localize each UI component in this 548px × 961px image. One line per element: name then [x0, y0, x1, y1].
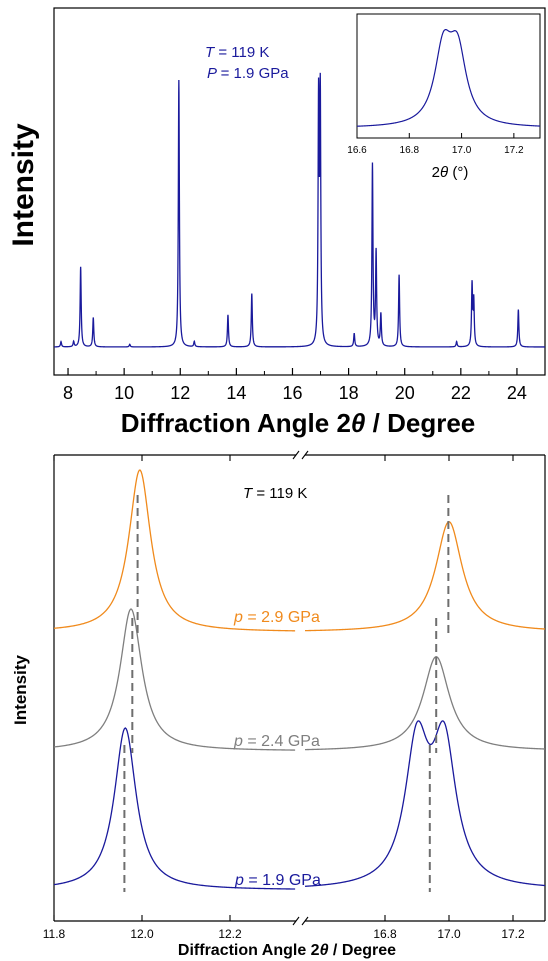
series-line-right [304, 656, 546, 751]
bottom-x-tick-label: 17.2 [501, 927, 525, 941]
inset-chart: 16.6 16.8 17.0 17.2 2θ (°) [347, 13, 541, 181]
top-temperature-annotation: T = 119 K [205, 44, 269, 61]
bottom-y-axis-label: Intensity [11, 655, 30, 725]
inset-x-tick-label: 16.6 [347, 145, 367, 156]
axis-break-mark [292, 916, 300, 926]
series-line-right [304, 720, 546, 887]
bottom-x-tick-label: 12.2 [218, 927, 242, 941]
top-x-tick-label: 20 [395, 383, 415, 403]
top-x-tick-label: 14 [226, 383, 246, 403]
top-x-tick-label: 12 [170, 383, 190, 403]
top-series-line [54, 72, 545, 348]
axis-break-mark [301, 450, 309, 460]
inset-x-tick-label: 17.2 [504, 145, 524, 156]
top-x-tick-label: 10 [114, 383, 134, 403]
series-line-left [53, 469, 296, 632]
series-line-left [53, 727, 296, 890]
bottom-x-axis-label: Diffraction Angle 2θ / Degree [178, 942, 396, 959]
series-line-right [304, 521, 546, 632]
series-label: p = 2.4 GPa [233, 733, 320, 750]
inset-x-tick-label: 16.8 [400, 145, 420, 156]
bottom-x-tick-label: 11.8 [43, 927, 66, 941]
inset-x-axis-label: 2θ (°) [432, 164, 469, 181]
top-plot-frame [53, 7, 546, 376]
top-chart: 8 10 12 14 16 18 20 22 24 T = 119 K P = 1.9 GPa … [7, 7, 546, 438]
top-x-tick-label: 18 [339, 383, 359, 403]
series-label: p = 1.9 GPa [234, 872, 321, 889]
top-x-tick-label: 16 [282, 383, 302, 403]
top-x-tick-label: 22 [451, 383, 471, 403]
top-x-axis-label: Diffraction Angle 2θ / Degree [121, 408, 476, 438]
axis-break-mark [292, 450, 300, 460]
axis-break-mark [301, 916, 309, 926]
bottom-x-tick-label: 12.0 [130, 927, 154, 941]
inset-series-line [356, 28, 541, 127]
top-x-tick-label: 8 [63, 383, 73, 403]
top-pressure-annotation: P = 1.9 GPa [207, 65, 289, 82]
series-label: p = 2.9 GPa [233, 609, 320, 626]
top-y-axis-label: Intensity [7, 123, 40, 247]
top-x-tick-label: 24 [507, 383, 527, 403]
bottom-chart: 11.8 12.0 12.2 16.8 17.0 17.2 T = 119 K p = 2… [11, 450, 546, 959]
bottom-temperature-annotation: T = 119 K [243, 485, 307, 502]
inset-frame [356, 13, 541, 139]
series-line-left [53, 608, 296, 751]
bottom-x-tick-label: 16.8 [373, 927, 397, 941]
inset-x-tick-label: 17.0 [452, 145, 472, 156]
bottom-x-tick-label: 17.0 [437, 927, 461, 941]
